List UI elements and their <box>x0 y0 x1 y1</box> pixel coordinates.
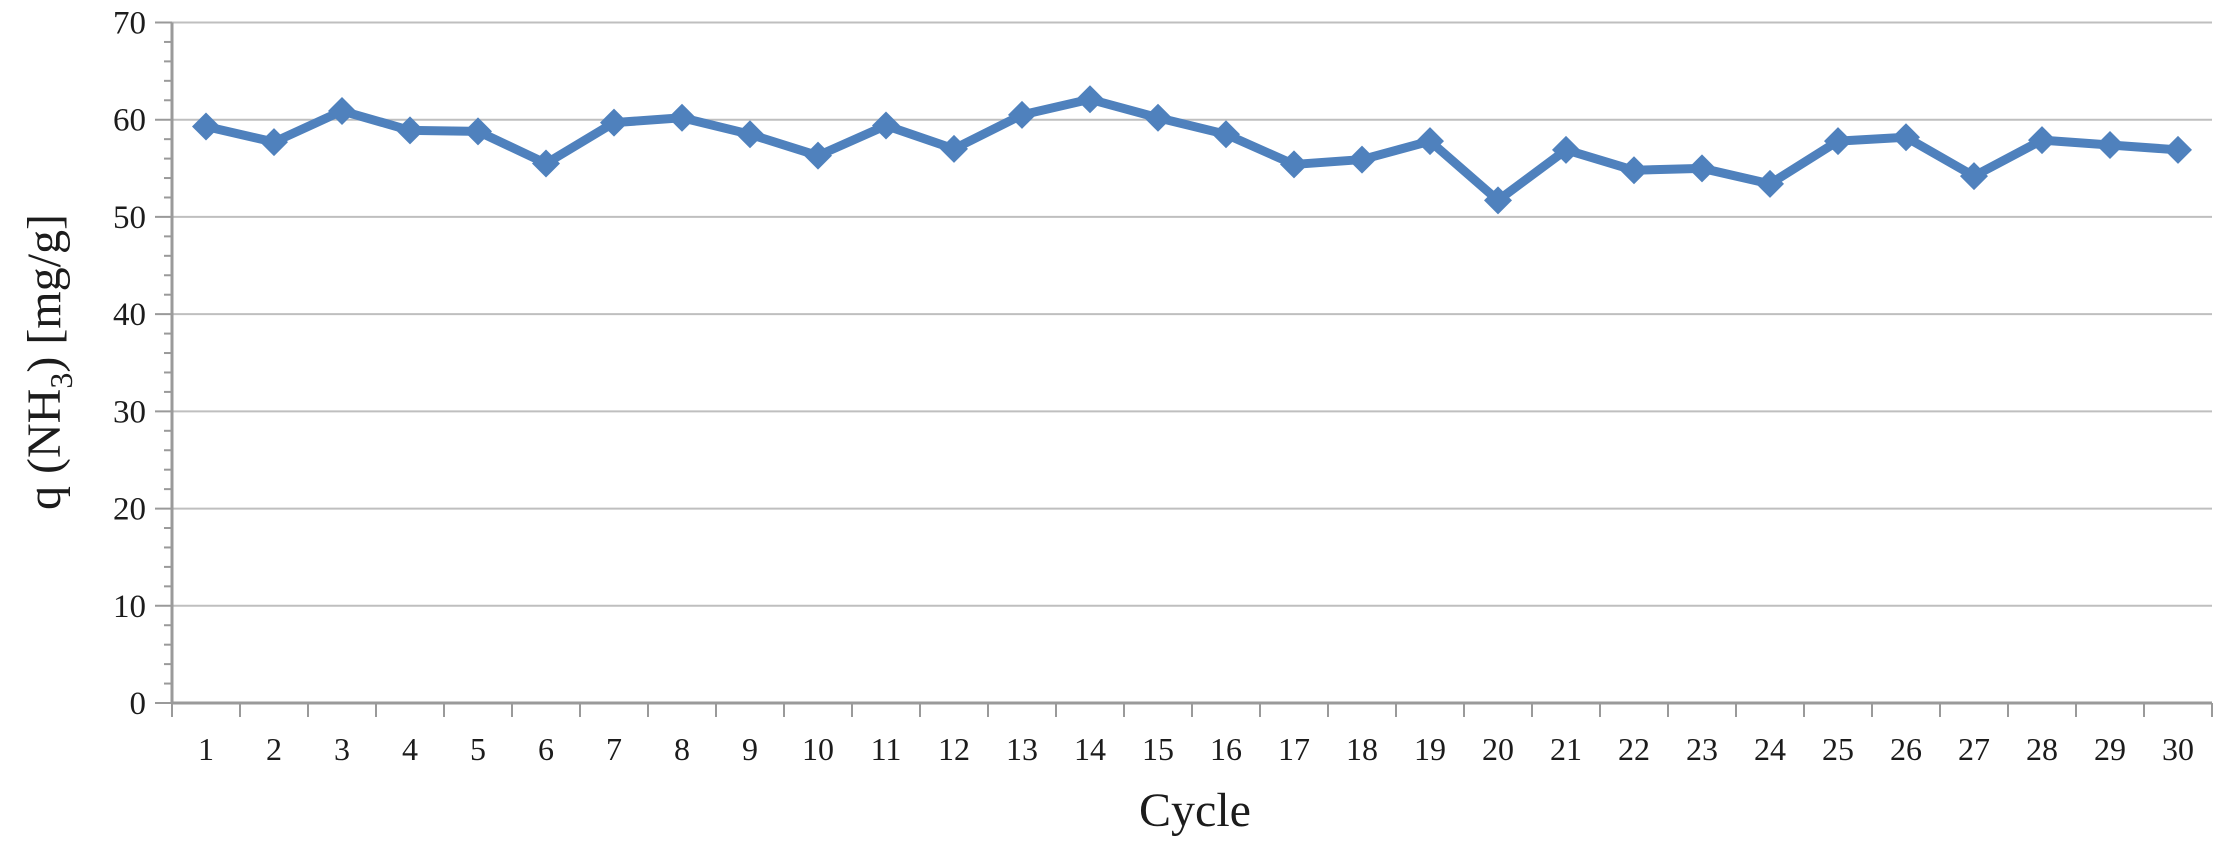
x-tick-label: 6 <box>538 731 554 767</box>
data-point-marker <box>1688 154 1716 183</box>
data-point-marker <box>1416 127 1444 156</box>
x-tick-label: 7 <box>606 731 622 767</box>
x-tick-label: 8 <box>674 731 690 767</box>
y-tick-label: 40 <box>113 297 146 333</box>
y-tick-label: 70 <box>113 6 146 42</box>
x-tick-label: 3 <box>334 731 350 767</box>
x-tick-label: 5 <box>470 731 486 767</box>
x-tick-label: 30 <box>2162 731 2194 767</box>
data-point-marker <box>2164 135 2192 164</box>
x-tick-label: 25 <box>1822 731 1854 767</box>
data-point-marker <box>1348 145 1376 174</box>
x-tick-label: 27 <box>1958 731 1990 767</box>
y-tick-label: 60 <box>113 103 146 139</box>
data-point-marker <box>260 128 288 157</box>
y-tick-label: 0 <box>130 686 147 722</box>
x-tick-label: 16 <box>1210 731 1242 767</box>
data-point-marker <box>1892 123 1920 152</box>
data-point-marker <box>1824 127 1852 156</box>
x-tick-label: 21 <box>1550 731 1582 767</box>
x-tick-label: 13 <box>1006 731 1038 767</box>
data-point-marker <box>1008 100 1036 129</box>
data-point-marker <box>2028 126 2056 155</box>
x-tick-label: 11 <box>871 731 902 767</box>
x-tick-label: 17 <box>1278 731 1310 767</box>
data-point-marker <box>1960 162 1988 191</box>
data-point-marker <box>2096 130 2124 159</box>
x-tick-label: 2 <box>266 731 282 767</box>
x-tick-label: 20 <box>1482 731 1514 767</box>
data-point-marker <box>872 111 900 140</box>
x-tick-label: 26 <box>1890 731 1922 767</box>
x-tick-label: 15 <box>1142 731 1174 767</box>
x-tick-label: 23 <box>1686 731 1718 767</box>
data-point-marker <box>532 149 560 178</box>
data-point-marker <box>1552 135 1580 164</box>
data-point-marker <box>1620 156 1648 185</box>
data-point-marker <box>396 116 424 145</box>
y-tick-label: 50 <box>113 200 146 236</box>
x-tick-label: 22 <box>1618 731 1650 767</box>
data-point-marker <box>1212 120 1240 149</box>
x-tick-label: 24 <box>1754 731 1786 767</box>
y-tick-label: 30 <box>113 394 146 430</box>
data-point-marker <box>804 141 832 170</box>
data-point-marker <box>328 96 356 125</box>
x-tick-label: 1 <box>198 731 214 767</box>
x-tick-label: 14 <box>1074 731 1106 767</box>
x-tick-label: 29 <box>2094 731 2126 767</box>
x-tick-label: 9 <box>742 731 758 767</box>
data-point-marker <box>940 134 968 163</box>
x-tick-label: 12 <box>938 731 970 767</box>
y-tick-label: 10 <box>113 589 146 625</box>
data-point-marker <box>464 117 492 146</box>
x-tick-label: 28 <box>2026 731 2058 767</box>
data-point-marker <box>736 120 764 149</box>
data-point-marker <box>600 108 628 137</box>
data-point-marker <box>1484 186 1512 215</box>
x-axis-title: Cycle <box>1139 784 1251 837</box>
data-point-marker <box>668 103 696 132</box>
data-line <box>201 94 2183 205</box>
x-tick-label: 18 <box>1346 731 1378 767</box>
x-tick-label: 19 <box>1414 731 1446 767</box>
data-point-marker <box>1756 169 1784 198</box>
y-axis-title: q (NH3) [mg/g] <box>18 214 79 510</box>
data-point-marker <box>192 112 220 141</box>
data-point-marker <box>1076 85 1104 114</box>
y-tick-label: 20 <box>113 492 146 528</box>
data-point-marker <box>1144 103 1172 132</box>
x-tick-label: 10 <box>802 731 834 767</box>
x-tick-label: 4 <box>402 731 418 767</box>
data-point-marker <box>1280 150 1308 179</box>
